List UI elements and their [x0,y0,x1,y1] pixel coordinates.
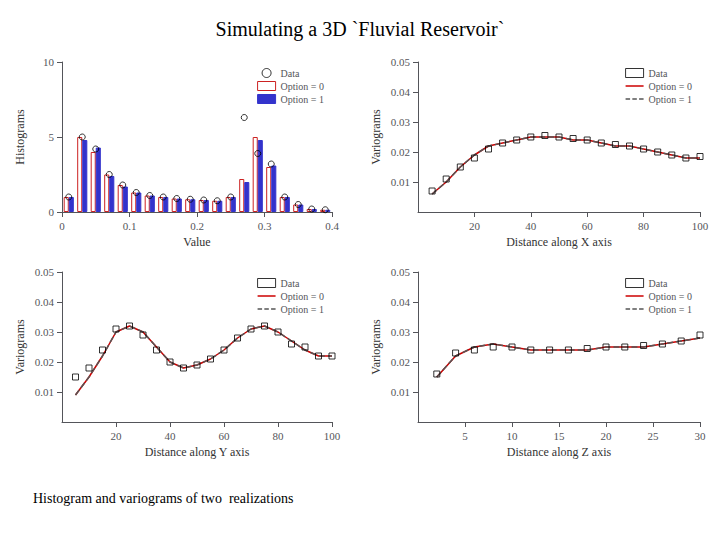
svg-text:0.04: 0.04 [391,296,411,308]
svg-text:0.05: 0.05 [35,266,55,278]
svg-text:0.01: 0.01 [35,386,54,398]
svg-text:40: 40 [165,430,177,442]
svg-text:Option = 0: Option = 0 [649,81,692,92]
svg-text:Data: Data [649,278,668,289]
svg-text:Option = 1: Option = 1 [649,304,692,315]
svg-text:20: 20 [111,430,123,442]
svg-text:0.01: 0.01 [391,176,410,188]
svg-text:20: 20 [469,220,481,232]
svg-text:0.1: 0.1 [123,220,137,232]
svg-text:0: 0 [59,220,65,232]
svg-text:Histograms: Histograms [13,109,27,165]
svg-text:0.4: 0.4 [325,220,339,232]
svg-text:Option = 0: Option = 0 [281,81,324,92]
svg-text:Data: Data [281,278,300,289]
svg-text:Variograms: Variograms [13,319,27,375]
svg-text:0.03: 0.03 [391,116,411,128]
svg-text:Option = 1: Option = 1 [281,94,324,105]
svg-text:60: 60 [219,430,231,442]
svg-text:0: 0 [49,206,55,218]
svg-text:Option = 1: Option = 1 [649,94,692,105]
svg-text:Simulating a 3D `Fluvial Reser: Simulating a 3D `Fluvial Reservoir` [216,18,505,41]
svg-text:30: 30 [695,430,707,442]
svg-text:Histogram and variograms of tw: Histogram and variograms of two realizat… [33,491,293,506]
svg-text:Value: Value [183,235,210,249]
svg-text:Variograms: Variograms [369,319,383,375]
svg-text:Option = 1: Option = 1 [281,304,324,315]
svg-text:5: 5 [49,131,55,143]
svg-text:0.02: 0.02 [391,356,410,368]
svg-text:Distance along X axis: Distance along X axis [506,235,612,249]
svg-text:0.03: 0.03 [35,326,55,338]
svg-text:0.03: 0.03 [391,326,411,338]
svg-text:60: 60 [582,220,594,232]
svg-text:80: 80 [638,220,650,232]
svg-text:100: 100 [324,430,341,442]
svg-text:100: 100 [692,220,709,232]
svg-text:80: 80 [273,430,285,442]
svg-text:0.05: 0.05 [391,56,411,68]
svg-text:5: 5 [462,430,468,442]
svg-text:20: 20 [601,430,613,442]
svg-text:0.04: 0.04 [35,296,55,308]
svg-text:10: 10 [507,430,519,442]
svg-text:Data: Data [649,68,668,79]
svg-text:0.05: 0.05 [391,266,411,278]
svg-text:Option = 0: Option = 0 [649,291,692,302]
svg-text:Distance along Y axis: Distance along Y axis [145,445,250,459]
svg-text:Variograms: Variograms [369,109,383,165]
svg-text:0.02: 0.02 [391,146,410,158]
svg-text:0.3: 0.3 [258,220,272,232]
svg-text:15: 15 [554,430,566,442]
svg-text:Option = 0: Option = 0 [281,291,324,302]
svg-text:0.02: 0.02 [35,356,54,368]
svg-text:0.01: 0.01 [391,386,410,398]
svg-text:40: 40 [525,220,537,232]
svg-text:Data: Data [281,68,300,79]
svg-text:25: 25 [648,430,660,442]
svg-text:Distance along Z axis: Distance along Z axis [507,445,612,459]
svg-text:10: 10 [43,56,55,68]
svg-text:0.2: 0.2 [190,220,204,232]
svg-text:0.04: 0.04 [391,86,411,98]
